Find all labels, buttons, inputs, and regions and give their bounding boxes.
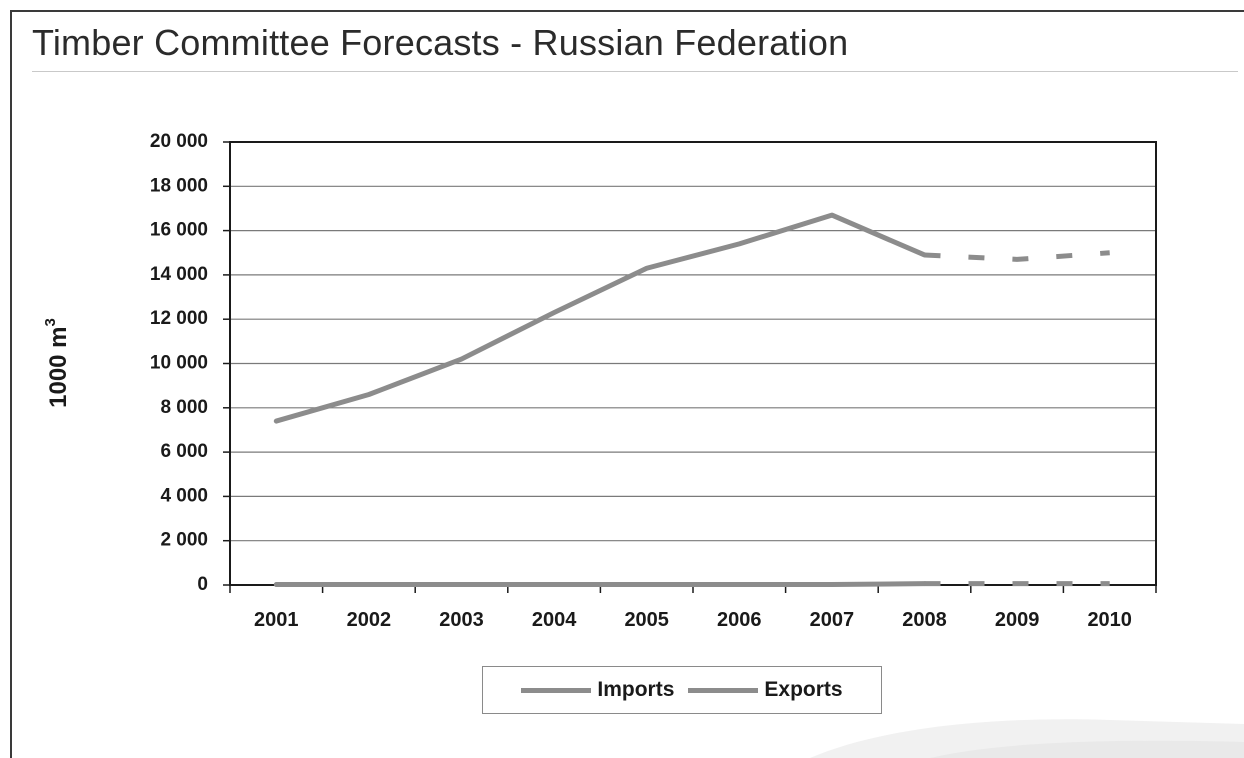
legend-swatch-exports <box>688 687 759 693</box>
legend-swatch-imports <box>521 687 592 693</box>
x-tick-label-2009: 2009 <box>995 609 1040 631</box>
x-tick-label-2005: 2005 <box>624 609 669 631</box>
y-tick-label-8: 16 000 <box>150 220 208 241</box>
x-tick-label-2001: 2001 <box>254 609 299 631</box>
legend-label-exports: Exports <box>764 678 843 701</box>
x-tick-label-2006: 2006 <box>717 609 762 631</box>
y-tick-label-0: 0 <box>197 574 208 595</box>
y-tick-label-6: 12 000 <box>150 308 208 329</box>
y-tick-label-3: 6 000 <box>160 441 208 462</box>
slide-frame <box>10 10 1244 758</box>
legend-item-imports: Imports <box>521 678 674 702</box>
slide-title: Timber Committee Forecasts - Russian Fed… <box>32 22 849 63</box>
y-tick-label-4: 8 000 <box>160 397 208 418</box>
x-tick-label-2008: 2008 <box>902 609 947 631</box>
series-lines <box>273 212 1110 588</box>
y-tick-label-7: 14 000 <box>150 264 208 285</box>
chart-legend: Imports Exports <box>482 666 882 714</box>
y-tick-label-10: 20 000 <box>150 131 208 152</box>
series-line-imports-actual <box>273 212 927 424</box>
y-tick-label-9: 18 000 <box>150 175 208 196</box>
y-axis-label: 1000 m3 <box>42 318 72 408</box>
y-tick-label-2: 4 000 <box>160 485 208 506</box>
x-tick-label-2003: 2003 <box>439 609 484 631</box>
legend-label-imports: Imports <box>597 678 675 701</box>
y-axis-label-text: 1000 m <box>45 326 72 407</box>
y-axis-label-superscript: 3 <box>42 318 59 326</box>
y-axis-ticks: 0 2 000 4 000 6 000 8 000 10 000 12 000 14 000 1… <box>150 131 230 595</box>
x-axis-ticks: 2001 2002 2003 2004 2005 2006 2007 2008 2009 2010 <box>229 585 1157 631</box>
series-line-imports-forecast <box>924 250 1110 262</box>
x-tick-label-2002: 2002 <box>347 609 392 631</box>
legend-item-exports: Exports <box>688 678 843 702</box>
x-tick-label-2007: 2007 <box>810 609 855 631</box>
title-divider <box>32 71 1238 72</box>
series-line-exports-actual <box>273 581 927 588</box>
y-tick-label-1: 2 000 <box>160 530 208 551</box>
x-tick-label-2004: 2004 <box>532 609 577 631</box>
gridlines <box>230 185 1156 542</box>
x-tick-label-2010: 2010 <box>1087 609 1132 631</box>
y-tick-label-5: 10 000 <box>150 353 208 374</box>
